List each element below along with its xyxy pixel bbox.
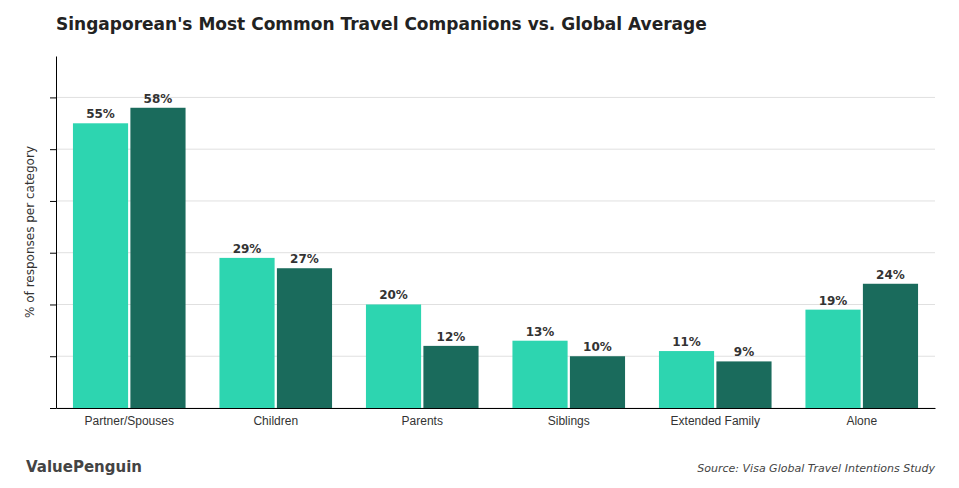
bar — [73, 123, 128, 408]
y-axis-title: % of responses per category — [23, 146, 37, 318]
data-labels: 55% 29% 20% 13% 11% 19% 58% 27% 12% 10% 9% 24% — [86, 92, 905, 360]
grid-line — [56, 97, 935, 98]
data-label: 55% — [86, 107, 115, 121]
tick: Extended Family — [671, 408, 760, 428]
tick-mark — [50, 201, 56, 202]
tick-label: Extended Family — [671, 414, 760, 428]
data-label: 9% — [734, 345, 754, 359]
grid-line — [56, 356, 935, 357]
grid-line — [56, 304, 935, 305]
tick-mark — [50, 304, 56, 305]
tick — [50, 356, 56, 357]
bar — [512, 341, 567, 408]
bar — [570, 356, 625, 408]
bar — [219, 258, 274, 408]
bars — [73, 108, 918, 408]
tick — [50, 253, 56, 254]
series — [73, 123, 861, 408]
bar — [805, 310, 860, 408]
tick-mark — [50, 253, 56, 254]
tick — [50, 201, 56, 202]
tick-mark — [50, 356, 56, 357]
tick: Children — [253, 408, 298, 428]
annotation: ValuePenguin — [26, 458, 142, 476]
bar — [863, 284, 918, 408]
tick: Siblings — [548, 408, 590, 428]
data-label: 13% — [526, 325, 555, 339]
tick-label: Alone — [846, 414, 877, 428]
chart: Partner/Spouses Children Parents Siblings Ex… — [0, 0, 959, 488]
bar — [423, 346, 478, 408]
data-label: 12% — [437, 330, 466, 344]
bar — [716, 361, 771, 408]
grid — [56, 97, 935, 408]
tick-label: Siblings — [548, 414, 590, 428]
bar — [659, 351, 714, 408]
tick-mark — [50, 408, 56, 409]
grid-line — [56, 408, 935, 409]
x-axis: Partner/Spouses Children Parents Siblings Ex… — [57, 408, 936, 428]
grid-line — [56, 252, 935, 253]
tick-label: Parents — [402, 414, 443, 428]
tick: Alone — [846, 408, 877, 428]
tick-label: Children — [253, 414, 298, 428]
bar — [130, 108, 185, 408]
annotation: Source: Visa Global Travel Intentions St… — [697, 462, 935, 475]
tick — [50, 304, 56, 305]
tick — [50, 149, 56, 150]
tick: Parents — [402, 408, 443, 428]
data-label: 24% — [876, 268, 905, 282]
tick-label: Partner/Spouses — [85, 414, 174, 428]
grid-line — [56, 200, 935, 201]
bar — [366, 304, 421, 408]
grid-line — [56, 149, 935, 150]
tick — [50, 97, 56, 98]
axis-line — [57, 408, 936, 409]
bar — [277, 268, 332, 408]
y-axis — [50, 57, 57, 409]
tick-mark — [50, 149, 56, 150]
data-label: 19% — [819, 294, 848, 308]
data-label: 58% — [144, 92, 173, 106]
tick: Partner/Spouses — [85, 408, 174, 428]
data-label: 29% — [233, 242, 262, 256]
tick — [50, 408, 56, 409]
axis-line — [56, 57, 57, 409]
data-label: 20% — [379, 288, 408, 302]
data-label: 27% — [290, 252, 319, 266]
tick-mark — [50, 97, 56, 98]
title: Singaporean's Most Common Travel Compani… — [56, 14, 707, 34]
plot-area: Partner/Spouses Children Parents Siblings Ex… — [50, 57, 936, 428]
series — [130, 108, 918, 408]
data-label: 10% — [583, 340, 612, 354]
data-label: 11% — [672, 335, 701, 349]
